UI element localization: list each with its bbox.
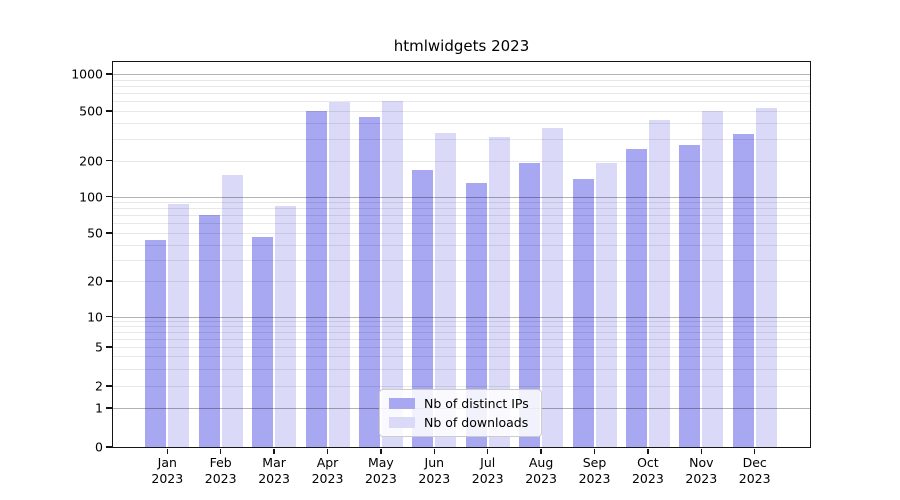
y-tick-label: 10 <box>87 309 103 324</box>
x-tick-label-aug: Aug 2023 <box>525 455 557 487</box>
y-tick-label: 1000 <box>71 66 103 82</box>
gridline-900 <box>113 79 810 81</box>
y-tick-mark <box>106 195 112 198</box>
y-tick-mark <box>106 407 112 409</box>
bar-nb-of-distinct-ips-jan <box>145 239 167 447</box>
y-tick-label: 2 <box>95 378 103 394</box>
chart-title: htmlwidgets 2023 <box>393 37 530 55</box>
x-tick-mark <box>219 448 222 454</box>
bar-nb-of-distinct-ips-feb <box>198 215 220 447</box>
x-tick-mark <box>540 448 542 454</box>
x-tick-mark <box>647 448 649 454</box>
bar-nb-of-downloads-feb <box>221 174 243 447</box>
bar-nb-of-distinct-ips-dec <box>732 134 754 447</box>
gridline-700 <box>113 93 810 95</box>
x-tick-mark <box>486 448 489 454</box>
y-tick-mark <box>106 315 112 318</box>
gridline-1000 <box>113 74 810 75</box>
x-tick-label-may: May 2023 <box>364 455 397 487</box>
legend-label-distinct-ips: Nb of distinct IPs <box>424 396 529 411</box>
y-tick-label: 100 <box>79 189 103 204</box>
bar-nb-of-downloads-oct <box>648 120 670 447</box>
bar-nb-of-distinct-ips-sep <box>572 179 594 447</box>
y-tick-label: 1 <box>95 400 103 416</box>
bar-nb-of-distinct-ips-mar <box>252 237 274 447</box>
bar-nb-of-downloads-jan <box>168 203 190 447</box>
bar-nb-of-distinct-ips-may <box>358 116 380 447</box>
x-tick-mark <box>166 448 169 454</box>
bar-nb-of-downloads-jul <box>488 136 510 447</box>
bar-nb-of-downloads-sep <box>595 163 617 447</box>
gridline-600 <box>113 101 810 103</box>
x-tick-mark <box>753 448 756 454</box>
legend-swatch-distinct-ips <box>389 398 415 409</box>
bar-nb-of-downloads-mar <box>275 205 297 447</box>
x-tick-label-mar: Mar 2023 <box>258 455 290 487</box>
y-tick-mark <box>106 232 112 234</box>
x-tick-label-jun: Jun 2023 <box>418 455 451 487</box>
bar-nb-of-distinct-ips-apr <box>305 111 327 447</box>
y-tick-mark <box>106 159 112 162</box>
y-tick-label: 20 <box>87 273 103 289</box>
x-tick-mark <box>273 448 275 454</box>
bar-nb-of-downloads-jun <box>435 132 457 447</box>
legend-label-downloads: Nb of downloads <box>424 415 529 430</box>
x-tick-mark <box>700 448 703 454</box>
x-tick-mark <box>326 448 329 454</box>
y-tick-label: 5 <box>95 339 103 355</box>
legend-item-downloads: Nb of downloads <box>389 415 529 430</box>
y-tick-mark <box>106 346 112 348</box>
x-tick-label-dec: Dec 2023 <box>738 455 771 487</box>
y-tick-label: 500 <box>79 103 103 119</box>
x-tick-label-nov: Nov 2023 <box>685 455 718 487</box>
legend-item-distinct-ips: Nb of distinct IPs <box>389 396 529 411</box>
bar-nb-of-distinct-ips-nov <box>679 144 701 447</box>
y-tick-label: 200 <box>79 153 103 169</box>
bar-nb-of-downloads-may <box>381 101 403 447</box>
gridline-800 <box>113 85 810 87</box>
bar-nb-of-downloads-nov <box>702 111 724 447</box>
x-tick-label-apr: Apr 2023 <box>311 455 344 487</box>
y-tick-mark <box>106 110 112 112</box>
legend: Nb of distinct IPs Nb of downloads <box>379 389 542 437</box>
bar-nb-of-downloads-aug <box>542 128 564 447</box>
bar-nb-of-distinct-ips-aug <box>519 163 541 447</box>
y-tick-mark <box>106 280 112 282</box>
x-tick-label-jul: Jul 2023 <box>471 455 504 487</box>
x-tick-label-jan: Jan 2023 <box>151 455 184 487</box>
x-tick-label-feb: Feb 2023 <box>204 455 237 487</box>
y-tick-label: 0 <box>95 439 103 455</box>
x-tick-mark <box>593 448 596 454</box>
bar-nb-of-downloads-dec <box>755 107 777 447</box>
bar-nb-of-distinct-ips-jul <box>465 183 487 447</box>
y-tick-label: 50 <box>87 225 103 241</box>
x-tick-mark <box>380 448 382 454</box>
y-tick-mark <box>106 385 112 387</box>
bar-nb-of-distinct-ips-oct <box>625 148 647 447</box>
bar-nb-of-distinct-ips-jun <box>412 169 434 447</box>
plot-area <box>112 61 811 448</box>
bar-nb-of-downloads-apr <box>328 102 350 447</box>
legend-swatch-downloads <box>389 417 415 428</box>
y-tick-mark <box>106 73 112 75</box>
x-tick-label-sep: Sep 2023 <box>578 455 611 487</box>
x-tick-label-oct: Oct 2023 <box>631 455 664 487</box>
y-tick-mark <box>106 446 112 448</box>
x-tick-mark <box>433 448 436 454</box>
